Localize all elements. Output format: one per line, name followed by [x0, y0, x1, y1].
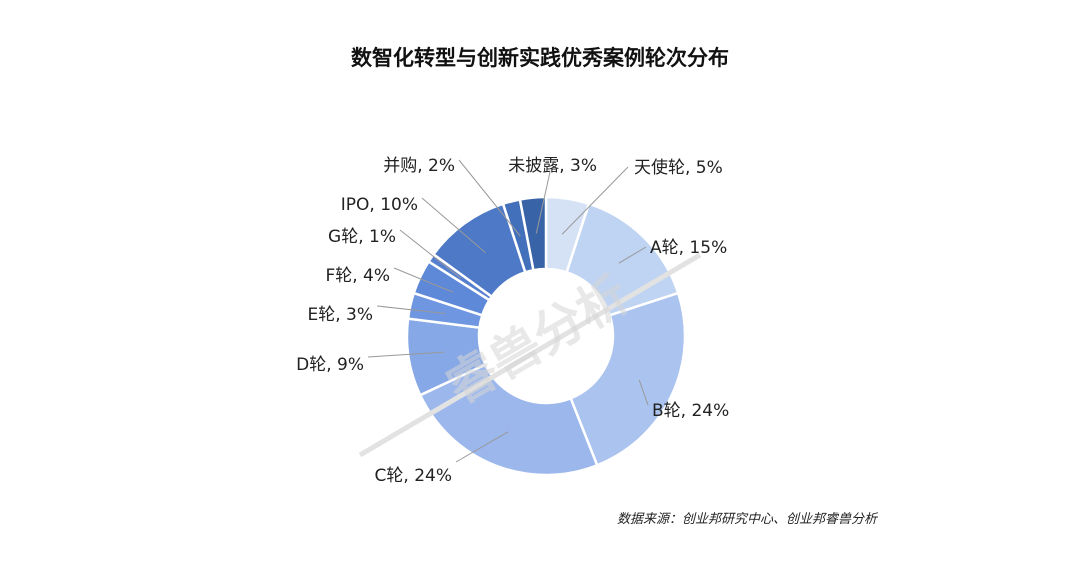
data-label-F轮: F轮, 4% — [325, 266, 390, 286]
chart-title: 数智化转型与创新实践优秀案例轮次分布 — [351, 46, 729, 70]
leader-lines — [367, 159, 649, 463]
leader-line-IPO — [421, 197, 486, 254]
leader-line-D轮 — [367, 351, 445, 358]
leader-line-G轮 — [399, 229, 462, 279]
data-label-IPO: IPO, 10% — [341, 195, 418, 215]
data-label-A轮: A轮, 15% — [650, 238, 727, 258]
slice-B轮 — [569, 291, 687, 467]
slice-未披露 — [518, 195, 548, 272]
leader-line-未披露 — [535, 171, 551, 234]
data-label-C轮: C轮, 24% — [375, 466, 452, 486]
slice-labels: 天使轮, 5% A轮, 15% B轮, 24% C轮, 24% D轮, 9% E轮, 3%… — [296, 156, 729, 486]
source-note: 数据来源：创业邦研究中心、创业邦睿兽分析 — [617, 512, 878, 527]
leader-line-并购 — [458, 159, 521, 237]
data-label-D轮: D轮, 9% — [296, 355, 364, 375]
data-label-G轮: G轮, 1% — [328, 227, 396, 247]
data-label-E轮: E轮, 3% — [307, 305, 373, 325]
data-label-B轮: B轮, 24% — [652, 401, 729, 421]
leader-line-C轮 — [455, 431, 509, 463]
data-label-并购: 并购, 2% — [383, 156, 455, 176]
leader-line-B轮 — [638, 379, 649, 406]
leader-line-F轮 — [393, 267, 453, 293]
leader-line-天使轮 — [561, 166, 629, 235]
data-label-天使轮: 天使轮, 5% — [634, 157, 723, 178]
data-label-未披露: 未披露, 3% — [508, 156, 597, 176]
leader-line-E轮 — [376, 305, 446, 315]
leader-line-A轮 — [618, 246, 647, 264]
